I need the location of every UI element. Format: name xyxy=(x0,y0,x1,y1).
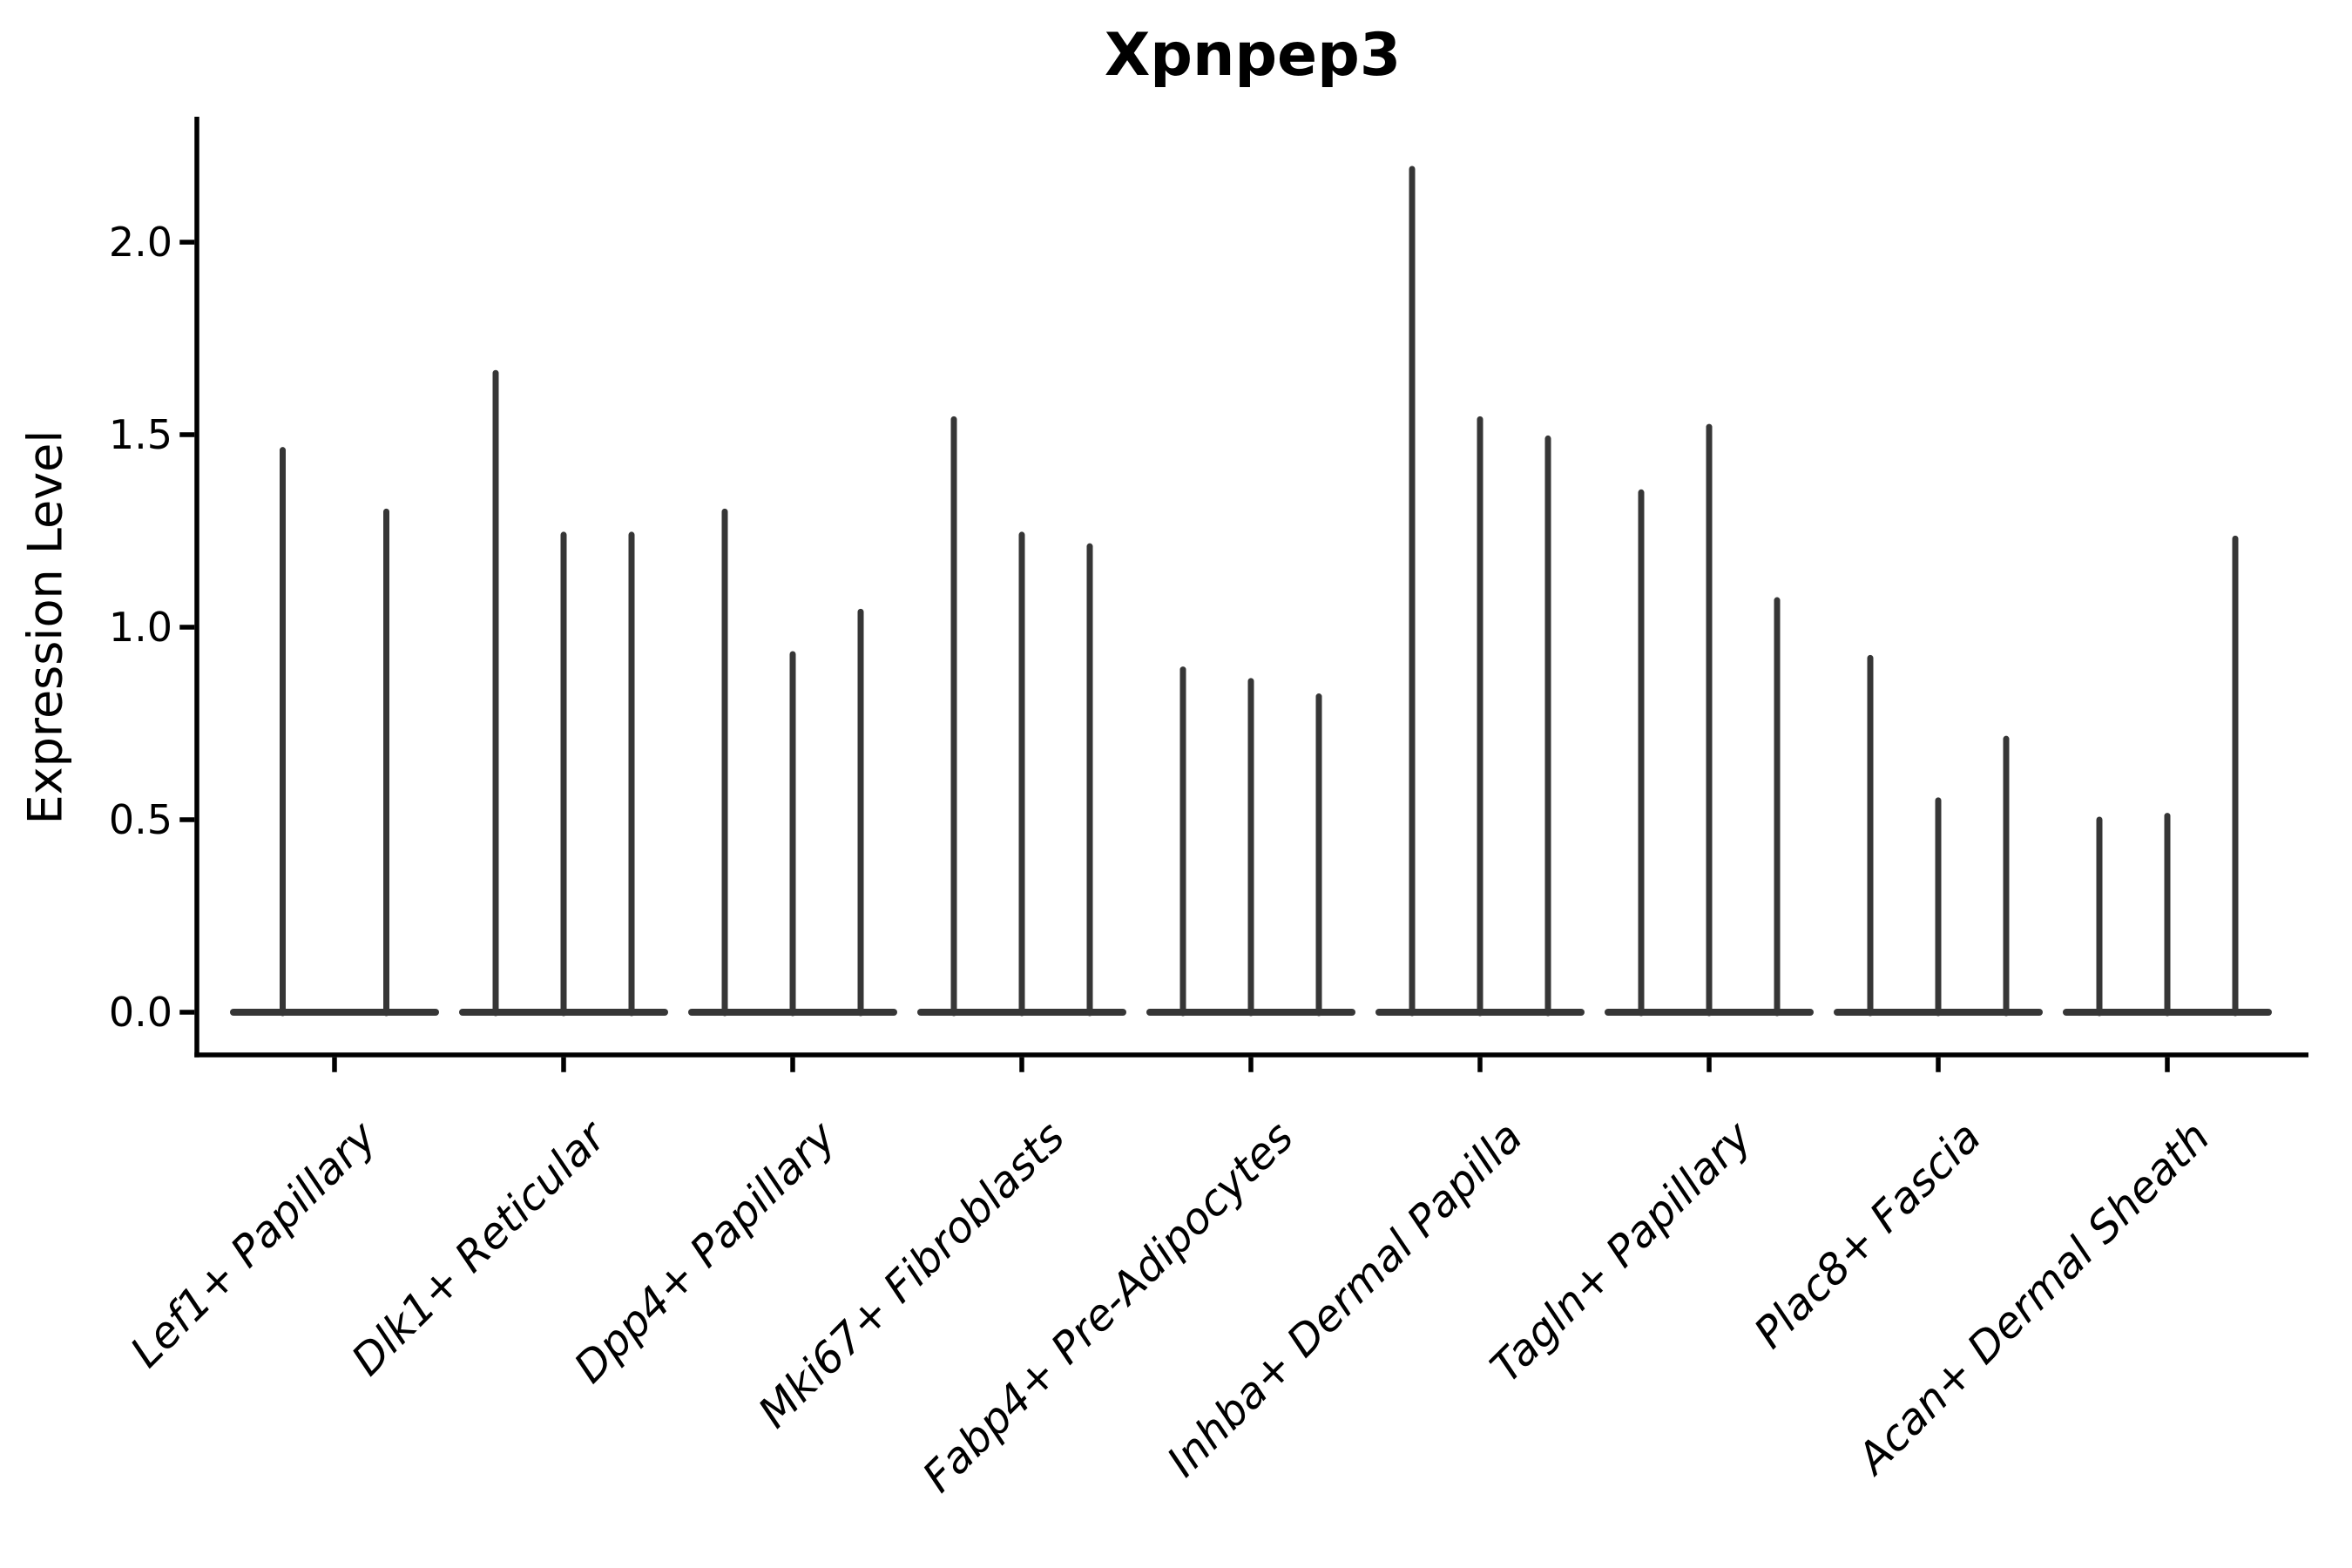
y-tick-label-2_0: 2.0 xyxy=(108,219,172,266)
chart-title: Xpnpep3 xyxy=(1104,21,1402,90)
y-tick-label-1_0: 1.0 xyxy=(108,604,172,651)
y-tick-label-1_5: 1.5 xyxy=(108,411,172,458)
violin-base xyxy=(230,1009,439,1016)
y-tick-label-0_5: 0.5 xyxy=(108,796,172,843)
y-tick-label-0_0: 0.0 xyxy=(108,989,172,1036)
